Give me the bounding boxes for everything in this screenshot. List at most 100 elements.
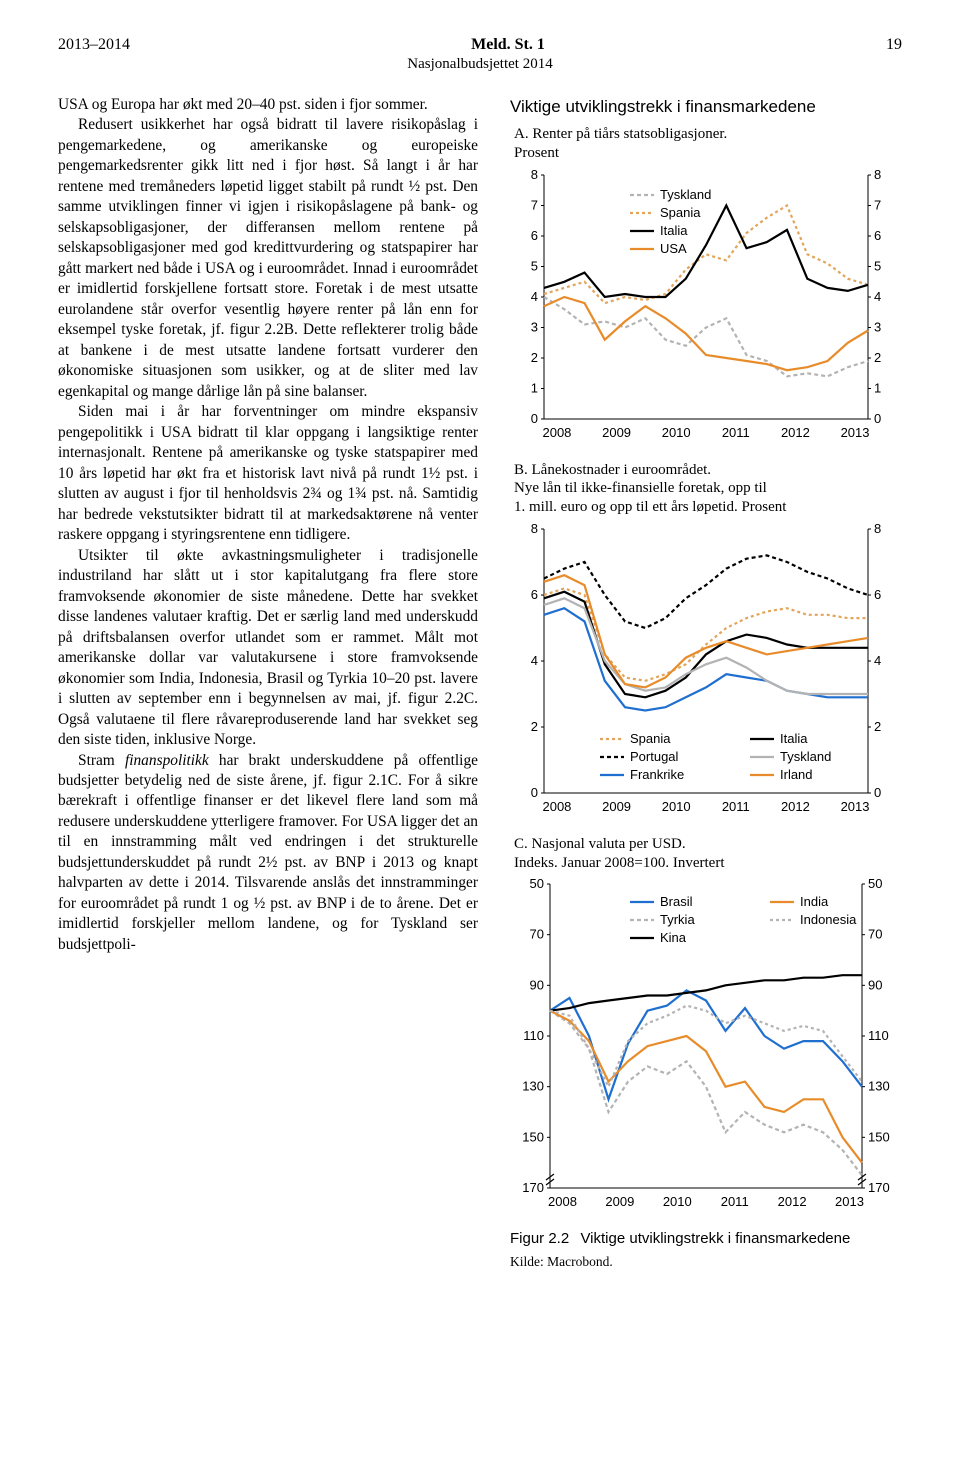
svg-text:2010: 2010 [662,425,691,440]
svg-text:110: 110 [868,1028,889,1043]
chart-b-caption-line2: Nye lån til ikke-finansielle foretak, op… [514,479,902,498]
figure-column: Viktige utviklingstrekk i finansmarkeden… [510,95,902,1270]
svg-text:8: 8 [531,521,538,536]
svg-text:2011: 2011 [722,425,750,440]
svg-text:0: 0 [874,411,881,426]
chart-b-block: B. Lånekostnader i euroområdet. Nye lån … [510,461,902,821]
svg-text:2010: 2010 [662,799,691,814]
svg-text:4: 4 [874,653,881,668]
svg-text:70: 70 [530,927,544,942]
chart-c-block: C. Nasjonal valuta per USD. Indeks. Janu… [510,835,902,1217]
svg-text:50: 50 [868,876,882,891]
svg-text:USA: USA [660,241,687,256]
svg-text:2: 2 [874,350,881,365]
chart-a-caption-line1: A. Renter på tiårs statsobligasjoner. [514,126,727,142]
chart-b: 0022446688200820092010201120122013Spania… [510,521,902,821]
svg-text:6: 6 [531,587,538,602]
chart-c-caption-line2: Indeks. Januar 2008=100. Invertert [514,854,902,873]
chart-c: 5050707090901101101301301501501701702008… [510,876,902,1216]
svg-text:2009: 2009 [605,1194,634,1209]
figure-caption: Figur 2.2 Viktige utviklingstrekk i fina… [510,1230,902,1248]
paragraph-span: Stram [78,752,125,769]
svg-text:130: 130 [868,1079,890,1094]
figure-box-title: Viktige utviklingstrekk i finansmarkeden… [510,97,902,117]
header-center: Meld. St. 1 [130,36,886,54]
svg-text:2010: 2010 [663,1194,692,1209]
svg-text:2013: 2013 [841,425,870,440]
svg-text:Indonesia: Indonesia [800,912,857,927]
svg-text:Tyskland: Tyskland [660,187,711,202]
svg-text:170: 170 [522,1180,544,1195]
svg-text:7: 7 [874,197,881,212]
svg-text:2011: 2011 [721,1194,749,1209]
svg-text:2011: 2011 [722,799,750,814]
svg-text:2008: 2008 [548,1194,577,1209]
svg-text:170: 170 [868,1180,890,1195]
figure-number: Figur 2.2 [510,1230,569,1247]
svg-text:Italia: Italia [660,223,688,238]
svg-text:2009: 2009 [602,425,631,440]
chart-a-caption: A. Renter på tiårs statsobligasjoner. Pr… [514,125,902,163]
svg-text:India: India [800,894,829,909]
svg-text:0: 0 [531,411,538,426]
paragraph-span: har brakt underskuddene på offentlige bu… [58,752,478,953]
paragraph: Redusert usikkerhet har også bidratt til… [58,115,478,402]
svg-text:2: 2 [531,719,538,734]
chart-b-caption-line1: B. Lånekostnader i euroområdet. [514,462,711,478]
figure-source: Kilde: Macrobond. [510,1254,902,1270]
header-subtitle: Nasjonalbudsjettet 2014 [58,56,902,73]
svg-text:6: 6 [531,228,538,243]
svg-text:2012: 2012 [781,425,810,440]
svg-text:Tyskland: Tyskland [780,749,831,764]
svg-text:5: 5 [874,258,881,273]
svg-text:70: 70 [868,927,882,942]
two-column-layout: USA og Europa har økt med 20–40 pst. sid… [58,95,902,1270]
svg-text:0: 0 [531,785,538,800]
svg-text:2009: 2009 [602,799,631,814]
svg-text:90: 90 [868,978,882,993]
svg-text:3: 3 [531,319,538,334]
chart-b-caption: B. Lånekostnader i euroområdet. Nye lån … [514,461,902,517]
svg-text:Brasil: Brasil [660,894,693,909]
svg-text:8: 8 [874,521,881,536]
chart-a-block: A. Renter på tiårs statsobligasjoner. Pr… [510,125,902,447]
svg-text:Spania: Spania [660,205,701,220]
svg-text:4: 4 [874,289,881,304]
body-text-column: USA og Europa har økt med 20–40 pst. sid… [58,95,478,1270]
svg-text:Italia: Italia [780,731,808,746]
svg-text:Portugal: Portugal [630,749,679,764]
svg-text:2012: 2012 [781,799,810,814]
svg-text:2: 2 [531,350,538,365]
svg-text:1: 1 [531,380,538,395]
svg-text:5: 5 [531,258,538,273]
svg-text:2008: 2008 [542,425,571,440]
header-center-bold: Meld. St. 1 [471,36,545,53]
svg-text:6: 6 [874,228,881,243]
header-left: 2013–2014 [58,36,130,54]
paragraph: Siden mai i år har forventninger om mind… [58,402,478,545]
svg-text:3: 3 [874,319,881,334]
svg-text:7: 7 [531,197,538,212]
svg-text:90: 90 [530,978,544,993]
paragraph: USA og Europa har økt med 20–40 pst. sid… [58,95,478,115]
svg-text:0: 0 [874,785,881,800]
paragraph: Stram finanspolitikk har brakt underskud… [58,751,478,956]
svg-text:150: 150 [522,1130,544,1145]
svg-text:Irland: Irland [780,767,813,782]
svg-text:Tyrkia: Tyrkia [660,912,695,927]
page: 2013–2014 Meld. St. 1 19 Nasjonalbudsjet… [0,0,960,1475]
svg-text:150: 150 [868,1130,890,1145]
svg-text:2013: 2013 [835,1194,864,1209]
svg-text:50: 50 [530,876,544,891]
svg-text:8: 8 [531,167,538,182]
chart-a: 0011223344556677882008200920102011201220… [510,167,902,447]
paragraph: Utsikter til økte avkastningsmuligheter … [58,546,478,751]
chart-c-caption-line1: C. Nasjonal valuta per USD. [514,836,686,852]
svg-text:4: 4 [531,653,538,668]
page-number: 19 [886,36,902,54]
running-header: 2013–2014 Meld. St. 1 19 [58,36,902,54]
svg-text:Kina: Kina [660,930,687,945]
svg-text:2: 2 [874,719,881,734]
svg-text:8: 8 [874,167,881,182]
svg-text:2012: 2012 [778,1194,807,1209]
